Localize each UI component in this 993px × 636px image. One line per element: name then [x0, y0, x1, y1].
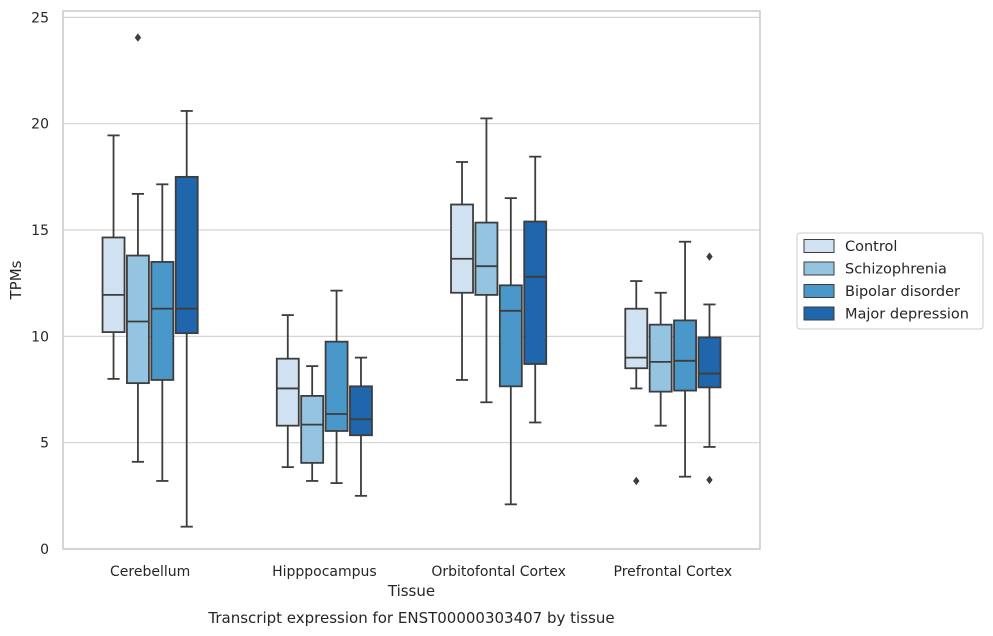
legend-frame	[796, 232, 984, 330]
box-bipolar-disorder	[673, 240, 697, 478]
box-major-depression	[349, 356, 373, 497]
y-tick-label: 0	[40, 542, 49, 558]
iqr-box	[697, 336, 722, 389]
box-major-depression	[523, 155, 548, 424]
legend-label: Bipolar disorder	[845, 284, 960, 300]
legend-label: Schizophrenia	[845, 262, 947, 278]
iqr-box	[174, 175, 199, 335]
box-schizophrenia	[126, 33, 150, 463]
box-control	[450, 161, 474, 381]
x-tick-label: Orbitofontal Cortex	[431, 564, 566, 580]
x-axis-ticks: Cerebellum Hipppocampus Orbitofontal Corte…	[110, 564, 732, 580]
y-tick-label: 15	[31, 223, 49, 239]
iqr-box	[523, 220, 548, 365]
x-tick-label: Prefrontal Cortex	[614, 564, 733, 580]
x-tick-label: Hipppocampus	[272, 564, 377, 580]
iqr-box	[300, 394, 325, 464]
outlier-point	[706, 475, 713, 485]
box-major-depression	[697, 252, 722, 485]
box-schizophrenia	[474, 117, 499, 404]
iqr-box	[498, 284, 523, 388]
iqr-box	[648, 323, 673, 393]
legend-swatch	[803, 284, 835, 298]
legend-swatch	[803, 306, 835, 321]
y-tick-label: 25	[31, 10, 49, 26]
box-major-depression	[174, 110, 199, 528]
outlier-point	[706, 252, 713, 261]
x-axis-label: Tissue	[387, 582, 435, 600]
outlier-point	[633, 476, 640, 486]
iqr-box	[126, 254, 150, 385]
y-tick-label: 10	[31, 329, 49, 345]
chart-caption: Transcript expression for ENST0000030340…	[207, 609, 614, 627]
box-bipolar-disorder	[324, 289, 349, 484]
legend-swatch	[803, 239, 835, 253]
iqr-box	[474, 221, 499, 296]
iqr-box	[324, 340, 349, 432]
outlier-point	[134, 33, 142, 42]
plot-frame	[62, 10, 761, 550]
box-bipolar-disorder	[150, 183, 175, 482]
legend-label: Control	[845, 239, 897, 255]
legend-label: Major depression	[845, 307, 969, 323]
iqr-box	[349, 385, 373, 437]
iqr-box	[101, 236, 126, 333]
box-schizophrenia	[648, 291, 673, 427]
legend-swatch	[803, 261, 835, 276]
box-control	[101, 134, 126, 380]
x-tick-label: Cerebellum	[110, 564, 190, 580]
box-bipolar-disorder	[498, 197, 523, 506]
y-tick-label: 20	[31, 117, 49, 133]
box-control	[275, 314, 300, 469]
y-axis-label: TPMs	[7, 260, 25, 300]
iqr-box	[624, 307, 649, 370]
iqr-box	[275, 357, 300, 427]
y-axis-ticks: 0 5 10 15 20 25	[31, 10, 49, 558]
box-control	[624, 280, 649, 486]
legend: Control Schizophrenia Bipolar disorder Majo…	[796, 232, 984, 330]
iqr-box	[150, 261, 175, 381]
box-plots	[101, 33, 722, 528]
iqr-box	[450, 203, 474, 294]
box-schizophrenia	[300, 365, 325, 482]
y-tick-label: 5	[40, 436, 49, 452]
iqr-box	[673, 319, 697, 392]
